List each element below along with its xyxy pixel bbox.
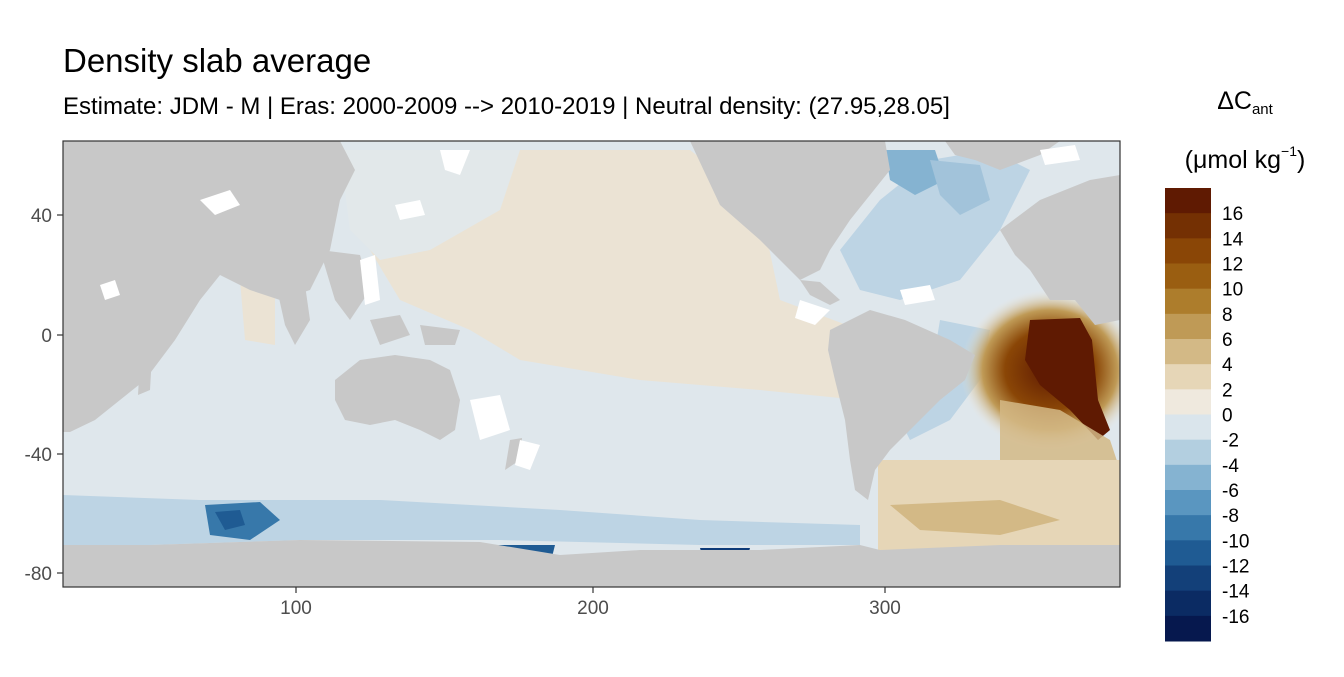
y-tick-label: 0 <box>41 326 52 347</box>
arabian-warm-patch <box>240 280 275 345</box>
legend-tick-label: 14 <box>1222 229 1244 250</box>
legend-swatch <box>1165 565 1211 592</box>
y-tick-label: 40 <box>31 206 52 227</box>
legend-tick-label: 0 <box>1222 406 1233 427</box>
legend-swatch <box>1165 439 1211 466</box>
legend-swatch <box>1165 238 1211 264</box>
legend-tick-label: 6 <box>1222 330 1233 351</box>
irminger-cold-patch <box>930 160 990 215</box>
x-axis-labels: 100 200 300 <box>280 598 901 619</box>
legend-swatch <box>1165 515 1211 541</box>
kerguelen-core-patch <box>215 510 245 530</box>
legend-tick-label: -10 <box>1222 531 1249 552</box>
central-america-landmass <box>800 280 840 305</box>
x-tick-label: 200 <box>577 598 609 619</box>
africa-landmass <box>63 141 355 432</box>
legend-swatch <box>1165 364 1211 390</box>
legend-tick-label: -8 <box>1222 506 1239 527</box>
east-atlantic-strong-positive <box>1025 318 1110 440</box>
south-atlantic-warm-region <box>1000 400 1120 470</box>
legend-swatch <box>1165 414 1211 441</box>
legend-swatch <box>1165 615 1211 642</box>
new-guinea-landmass <box>420 325 460 345</box>
legend-swatch <box>1165 313 1211 340</box>
land-masses <box>63 141 1120 587</box>
map-panel <box>63 141 1120 587</box>
legend-unit-suffix: ) <box>1297 146 1306 174</box>
south-america-landmass <box>828 310 975 500</box>
legend-colorbar <box>1165 188 1211 642</box>
axis-ticks <box>57 214 886 593</box>
legend-tick-label: 12 <box>1222 255 1243 276</box>
legend-title-main: ΔC <box>1217 87 1252 115</box>
legend-tick-label: -16 <box>1222 607 1249 628</box>
legend-tick-label: 10 <box>1222 280 1243 301</box>
y-tick-label: -80 <box>25 564 52 585</box>
legend-swatch <box>1165 540 1211 566</box>
y-axis-labels: 40 0 -40 -80 <box>25 206 52 585</box>
legend-title-sub: ant <box>1251 101 1273 118</box>
legend-title: ΔCant <box>1160 86 1330 125</box>
legend-unit-prefix: (μmol kg <box>1184 146 1282 174</box>
greenland-landmass <box>945 141 1060 170</box>
labrador-cold-patch <box>885 150 945 195</box>
panel-border <box>62 140 1121 588</box>
borneo-landmass <box>370 315 410 345</box>
x-tick-label: 100 <box>280 598 312 619</box>
legend-tick-label: 2 <box>1222 380 1233 401</box>
legend-swatch <box>1165 590 1211 617</box>
map-subtitle: Estimate: JDM - M | Eras: 2000-2009 --> … <box>63 93 950 120</box>
map-title: Density slab average <box>63 42 372 79</box>
north-america-landmass <box>690 141 890 280</box>
legend-swatch <box>1165 389 1211 415</box>
legend-swatch <box>1165 339 1211 365</box>
legend-tick-label: 16 <box>1222 204 1243 225</box>
legend-tick-label: -6 <box>1222 481 1239 502</box>
australia-landmass <box>335 355 460 440</box>
legend-swatch <box>1165 188 1211 214</box>
legend-labels: 16 14 12 10 8 6 4 2 0 -2 -4 -6 -8 -10 -12 -14 -16 <box>1222 204 1250 628</box>
legend-tick-label: -2 <box>1222 431 1239 452</box>
legend-unit: (μmol kg−1) <box>1160 136 1330 175</box>
southeast-asia-landmass <box>320 250 370 320</box>
legend-swatch <box>1165 464 1211 491</box>
europe-west-africa-landmass <box>1000 175 1120 325</box>
legend-swatch <box>1165 288 1211 315</box>
madagascar-landmass <box>138 355 152 395</box>
legend-swatch <box>1165 263 1211 290</box>
new-zealand-landmass <box>505 438 522 470</box>
y-tick-label: -40 <box>25 445 52 466</box>
north-pacific-light-region <box>340 150 520 260</box>
legend-unit-exp: −1 <box>1281 143 1297 159</box>
legend-tick-label: -4 <box>1222 456 1239 477</box>
x-tick-label: 300 <box>869 598 901 619</box>
legend-tick-label: -12 <box>1222 557 1249 578</box>
legend-tick-label: 4 <box>1222 355 1233 376</box>
weddell-warm-patch <box>890 500 1060 535</box>
legend-tick-label: 8 <box>1222 305 1233 326</box>
legend-swatch <box>1165 213 1211 239</box>
no-data-patches <box>100 145 1080 470</box>
legend-tick-label: -14 <box>1222 582 1250 603</box>
india-landmass <box>275 280 310 345</box>
legend-swatch <box>1165 490 1211 516</box>
antarctica-landmass <box>63 540 1120 587</box>
